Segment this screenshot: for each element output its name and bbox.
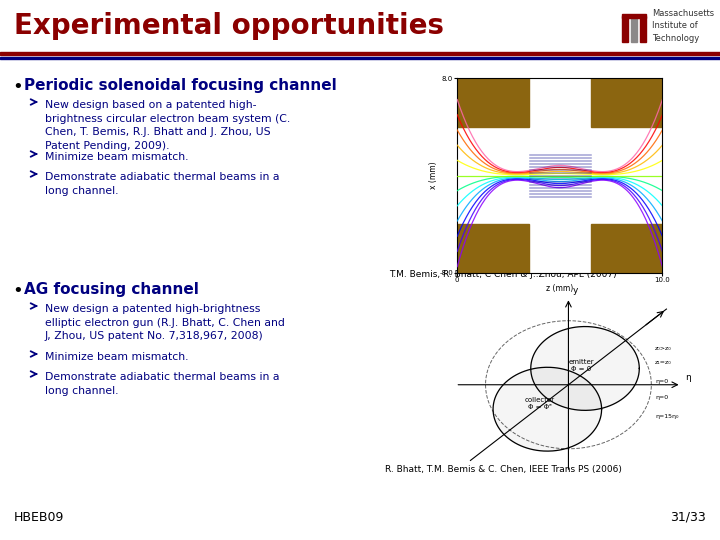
Bar <box>622 14 646 18</box>
Text: η=15η₀: η=15η₀ <box>655 414 679 419</box>
Text: HBEB09: HBEB09 <box>14 511 64 524</box>
Bar <box>0 0 720 52</box>
Bar <box>0 52 720 55</box>
Bar <box>622 16 628 42</box>
Text: AG focusing channel: AG focusing channel <box>24 282 199 297</box>
Text: y: y <box>573 286 578 294</box>
Text: Massachusetts
Institute of
Technology: Massachusetts Institute of Technology <box>652 9 714 43</box>
Text: 31/33: 31/33 <box>670 511 706 524</box>
Text: η: η <box>685 373 691 382</box>
Bar <box>0 57 720 59</box>
Text: Periodic solenoidal focusing channel: Periodic solenoidal focusing channel <box>24 78 337 93</box>
Text: Demonstrate adiabatic thermal beams in a
long channel.: Demonstrate adiabatic thermal beams in a… <box>45 372 279 396</box>
Text: collector
Φ = Φᵉ: collector Φ = Φᵉ <box>525 397 555 410</box>
Text: Experimental opportunities: Experimental opportunities <box>14 12 444 40</box>
Text: New design a patented high-brightness
elliptic electron gun (R.J. Bhatt, C. Chen: New design a patented high-brightness el… <box>45 304 285 341</box>
Bar <box>631 16 637 42</box>
Text: η=0: η=0 <box>655 395 668 400</box>
Text: Demonstrate adiabatic thermal beams in a
long channel.: Demonstrate adiabatic thermal beams in a… <box>45 172 279 195</box>
Text: z₀>z₀: z₀>z₀ <box>655 346 672 351</box>
Bar <box>457 224 529 273</box>
Text: R. Bhatt, T.M. Bemis & C. Chen, IEEE Trans PS (2006): R. Bhatt, T.M. Bemis & C. Chen, IEEE Tra… <box>384 465 621 474</box>
Bar <box>640 16 646 42</box>
Bar <box>590 78 662 127</box>
Text: Minimize beam mismatch.: Minimize beam mismatch. <box>45 352 189 362</box>
Text: Minimize beam mismatch.: Minimize beam mismatch. <box>45 152 189 162</box>
Text: emitter
Φ = 0: emitter Φ = 0 <box>569 359 594 372</box>
X-axis label: z (mm): z (mm) <box>546 284 573 293</box>
Text: η=0: η=0 <box>655 379 668 384</box>
Text: •: • <box>12 78 23 96</box>
Text: T.M. Bemis, R. Bhatt, C Chen & J..Zhou, APL (2007): T.M. Bemis, R. Bhatt, C Chen & J..Zhou, … <box>390 270 617 279</box>
Y-axis label: x (mm): x (mm) <box>429 161 438 190</box>
Text: z₁=z₀: z₁=z₀ <box>655 360 672 365</box>
Bar <box>590 224 662 273</box>
Text: New design based on a patented high-
brightness circular electron beam system (C: New design based on a patented high- bri… <box>45 100 290 151</box>
Polygon shape <box>493 367 602 451</box>
Text: •: • <box>12 282 23 300</box>
Bar <box>457 78 529 127</box>
Polygon shape <box>531 327 639 410</box>
